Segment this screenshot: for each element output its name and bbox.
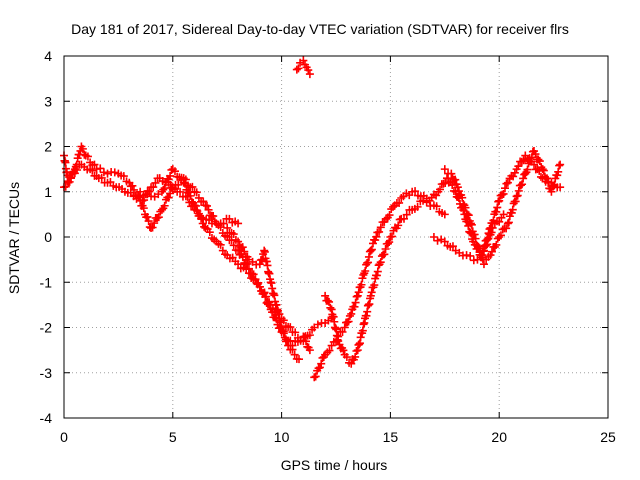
y-tick-label: 4 — [44, 48, 52, 64]
y-tick-label: 3 — [44, 93, 52, 109]
y-tick-label: -3 — [40, 365, 53, 381]
x-tick-label: 0 — [60, 429, 68, 445]
x-axis-label: GPS time / hours — [281, 457, 388, 473]
chart-title: Day 181 of 2017, Sidereal Day-to-day VTE… — [71, 21, 569, 37]
sdtvar-scatter-chart: 0 5 10 15 20 25 -4 -3 -2 -1 0 1 2 3 4 Day 181 of 2017,… — [0, 0, 640, 480]
y-tick-label: 0 — [44, 229, 52, 245]
x-tick-label: 20 — [491, 429, 507, 445]
x-tick-label: 15 — [383, 429, 399, 445]
y-tick-label: 1 — [44, 184, 52, 200]
y-tick-label: -1 — [40, 274, 53, 290]
y-axis-label: SDTVAR / TECUs — [6, 182, 22, 294]
y-tick-label: -2 — [40, 320, 53, 336]
y-tick-label: 2 — [44, 139, 52, 155]
x-tick-label: 5 — [169, 429, 177, 445]
x-tick-label: 10 — [274, 429, 290, 445]
chart-background — [0, 0, 640, 480]
x-tick-label: 25 — [600, 429, 616, 445]
y-tick-label: -4 — [40, 410, 53, 426]
